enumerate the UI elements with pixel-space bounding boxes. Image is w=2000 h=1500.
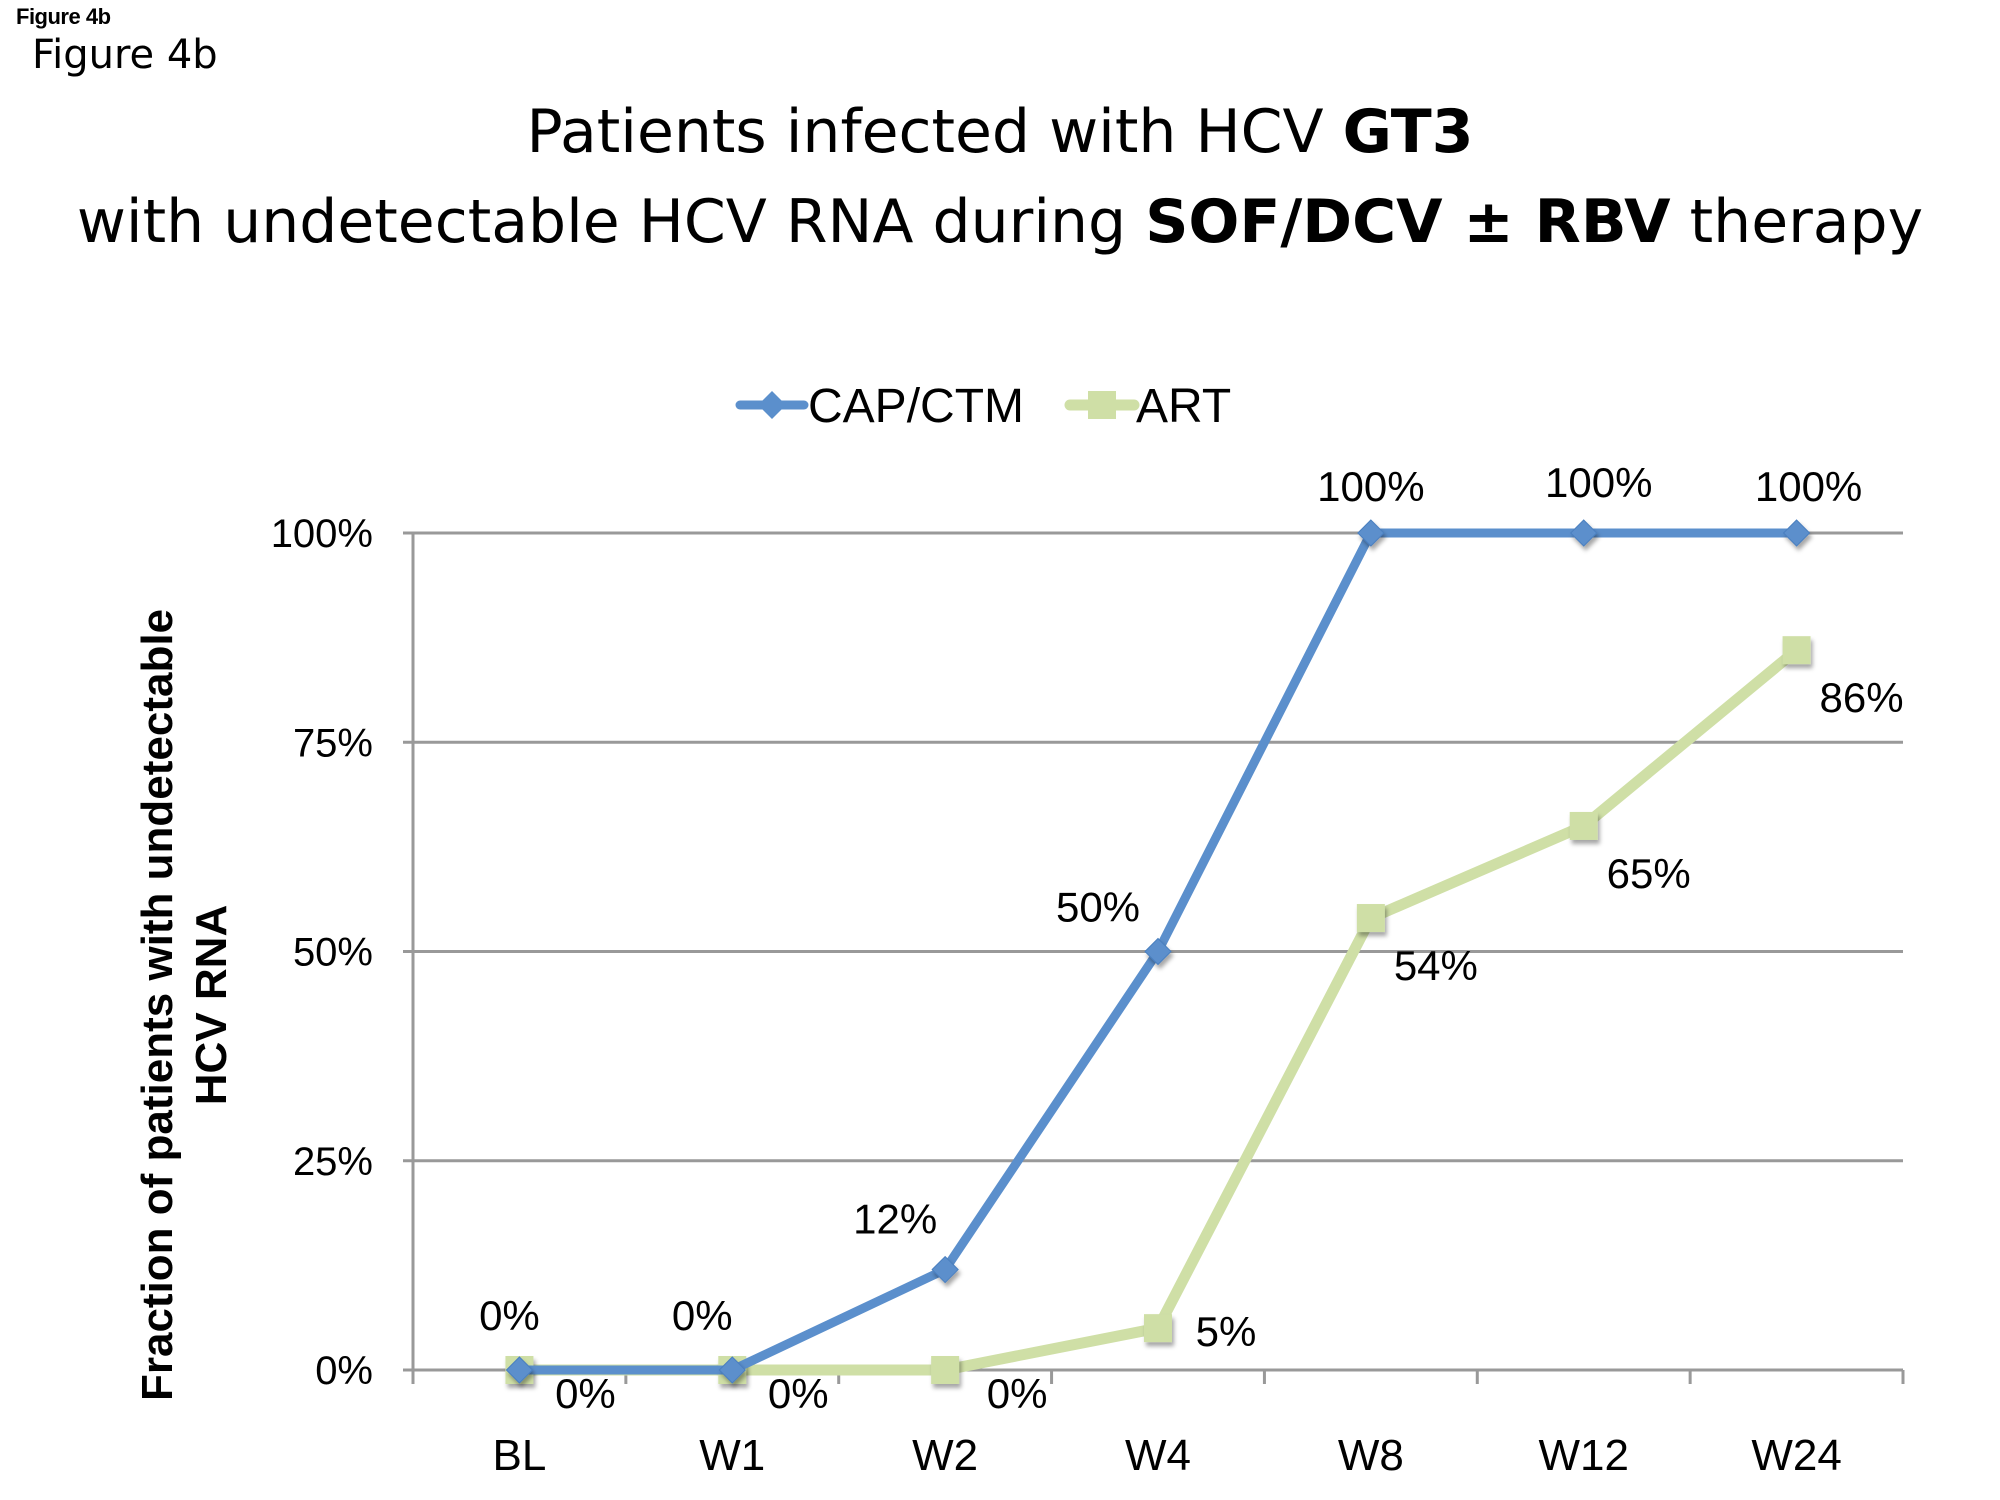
title-line2-normal-b: therapy <box>1670 187 1924 257</box>
cap-ctm-marker-diamond <box>1144 937 1172 966</box>
figure-label-small: Figure 4b <box>16 4 111 29</box>
title-line2-normal-a: with undetectable HCV RNA during <box>76 187 1146 257</box>
cap-ctm-data-label: 100% <box>1755 463 1862 510</box>
cap-ctm-data-label: 0% <box>672 1292 733 1339</box>
chart-title-line-1: Patients infected with HCV GT3 <box>0 96 2000 168</box>
art-data-label: 65% <box>1607 850 1691 897</box>
figure-label: Figure 4b <box>32 32 218 78</box>
cap-ctm-marker-diamond <box>505 1356 534 1384</box>
art-data-label: 0% <box>987 1370 1048 1417</box>
y-tick-label: 50% <box>293 931 373 975</box>
title-line2-bold: SOF/DCV ± RBV <box>1145 187 1671 257</box>
series <box>505 519 1811 1384</box>
cap-ctm-data-label: 0% <box>479 1292 540 1339</box>
y-tick-label: 100% <box>271 512 373 556</box>
x-tick-label: W12 <box>1538 1431 1628 1480</box>
y-axis-label-line-1: Fraction of patients with undetectable <box>133 609 182 1401</box>
title-line1-bold: GT3 <box>1342 97 1474 167</box>
y-tick-label: 75% <box>293 721 373 765</box>
x-tick-label: BL <box>493 1431 547 1480</box>
cap-ctm-data-label: 100% <box>1317 463 1424 510</box>
art-marker-square <box>1356 904 1385 933</box>
y-tick-label: 25% <box>293 1140 373 1184</box>
cap-ctm-marker-diamond <box>1570 519 1598 547</box>
x-tick-label: W24 <box>1751 1431 1841 1480</box>
data-labels: 0% 0% 12% 50% 100% 100% 100% 0% 0% 0% 5% 54% 65% 86% <box>479 459 1904 1417</box>
legend-label-art: ART <box>1136 380 1231 433</box>
y-tick-label: 0% <box>315 1349 373 1393</box>
legend: CAP/CTM ART <box>735 380 1231 433</box>
cap-ctm-data-label: 50% <box>1056 884 1140 931</box>
y-axis-label-line-2: HCV RNA <box>187 905 236 1105</box>
art-data-label: 5% <box>1196 1308 1257 1355</box>
art-marker-square <box>931 1356 960 1384</box>
x-tick-label: W8 <box>1338 1431 1404 1480</box>
art-data-label: 0% <box>555 1370 616 1417</box>
cap-ctm-marker-diamond <box>1782 519 1811 547</box>
cap-ctm-marker-diamond <box>1357 519 1385 547</box>
x-tick-label: W2 <box>912 1431 978 1480</box>
art-marker-square <box>1782 636 1811 665</box>
x-tick-label: W4 <box>1125 1431 1191 1480</box>
art-marker-square <box>1569 811 1598 840</box>
art-line <box>519 645 1801 1376</box>
art-data-label: 86% <box>1820 674 1904 721</box>
legend-diamond-icon <box>758 391 786 419</box>
chart-title-line-2: with undetectable HCV RNA during SOF/DCV… <box>0 186 2000 258</box>
art-data-label: 0% <box>768 1370 829 1417</box>
cap-ctm-data-label: 12% <box>853 1196 937 1243</box>
legend-label-cap-ctm: CAP/CTM <box>808 380 1024 433</box>
title-line1-normal: Patients infected with HCV <box>526 97 1343 167</box>
art-marker-square <box>1144 1314 1172 1343</box>
legend-square-icon <box>1088 391 1116 419</box>
art-data-label: 54% <box>1394 942 1478 989</box>
x-tick-label: W1 <box>699 1431 765 1480</box>
cap-ctm-data-label: 100% <box>1545 459 1652 506</box>
cap-ctm-marker-diamond <box>718 1356 746 1384</box>
cap-ctm-marker-diamond <box>931 1255 959 1284</box>
axes: 0% 25% 50% 75% 100% BL W1 W2 W4 W8 W12 W24 <box>271 512 1905 1480</box>
